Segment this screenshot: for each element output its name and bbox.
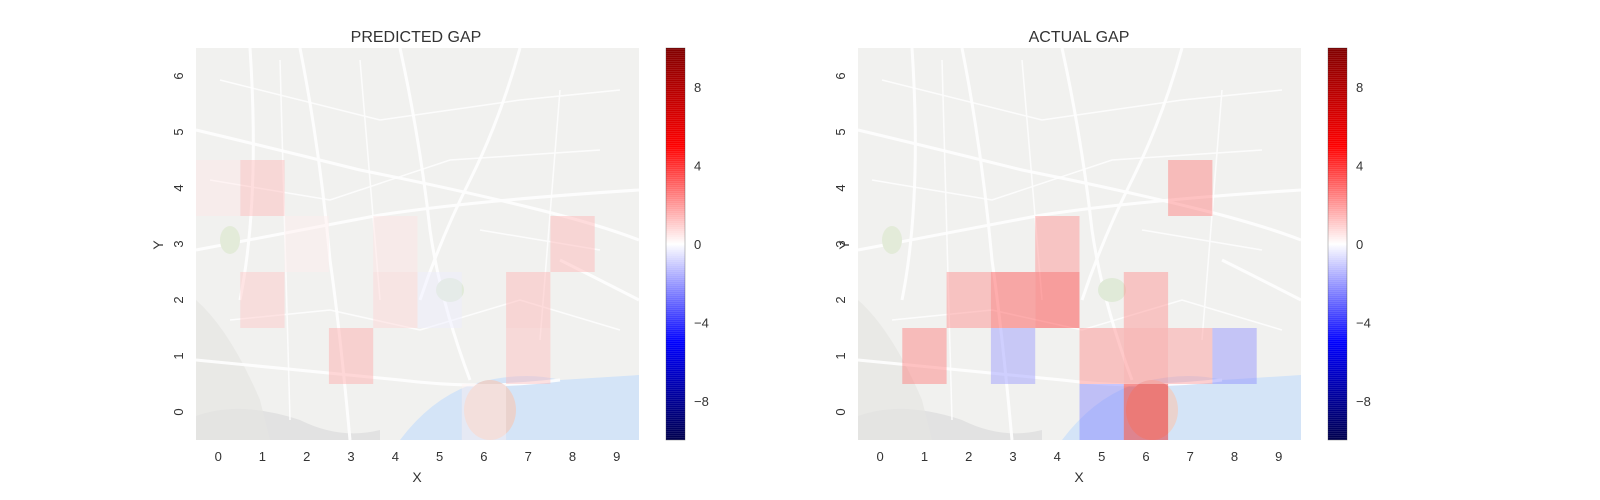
- heatmap-cell: [1123, 272, 1169, 328]
- colorbar-tick-label: 4: [694, 159, 701, 174]
- colorbar-tick-labels: −8 −4 0 4 8: [694, 80, 709, 409]
- x-tick-label: 0: [215, 449, 222, 464]
- y-tick-label: 0: [833, 408, 848, 415]
- x-tick-label: 1: [259, 449, 266, 464]
- x-tick-label: 4: [392, 449, 399, 464]
- heatmap-cell: [990, 328, 1036, 384]
- panel-actual: ACTUAL GAP: [833, 29, 1371, 485]
- x-tick-label: 5: [436, 449, 443, 464]
- y-tick-labels: 0 1 2 3 4 5 6: [833, 72, 848, 415]
- x-tick-label: 1: [921, 449, 928, 464]
- x-tick-label: 9: [1275, 449, 1282, 464]
- y-tick-label: 2: [171, 296, 186, 303]
- x-tick-label: 8: [1231, 449, 1238, 464]
- x-tick-label: 7: [525, 449, 532, 464]
- heatmap-cell: [550, 216, 595, 272]
- y-tick-label: 6: [171, 72, 186, 79]
- y-tick-label: 1: [171, 352, 186, 359]
- heatmap-cell: [240, 272, 285, 328]
- x-tick-label: 9: [613, 449, 620, 464]
- heatmap-cell: [373, 216, 418, 272]
- chart-title: ACTUAL GAP: [1029, 29, 1130, 46]
- x-tick-label: 6: [1142, 449, 1149, 464]
- heatmap-cell: [461, 384, 507, 440]
- colorbar-tick-labels: −8 −4 0 4 8: [1356, 80, 1371, 409]
- map-background: [857, 47, 1302, 441]
- heatmap-cell: [284, 216, 329, 272]
- colorbar-tick-label: 8: [694, 80, 701, 95]
- y-axis-label: Y: [836, 240, 852, 250]
- x-tick-labels: 0 1 2 3 4 5 6 7 8 9: [876, 449, 1282, 464]
- panel-predicted: PREDICTED GAP: [150, 29, 709, 485]
- heatmap-cell: [990, 272, 1036, 328]
- colorbar-tick-label: −4: [694, 315, 709, 330]
- heatmap-cell: [1168, 160, 1213, 216]
- y-tick-label: 5: [833, 128, 848, 135]
- heatmap-cell: [1123, 384, 1169, 440]
- x-tick-label: 7: [1187, 449, 1194, 464]
- colorbar-tick-label: 8: [1356, 80, 1363, 95]
- heatmap-cell: [417, 272, 462, 328]
- y-tick-label: 6: [833, 72, 848, 79]
- y-tick-label: 3: [833, 240, 848, 247]
- y-axis-label: Y: [150, 240, 166, 250]
- heatmap-cell: [328, 328, 374, 384]
- x-tick-label: 6: [480, 449, 487, 464]
- colorbar-tick-label: −8: [694, 394, 709, 409]
- x-tick-label: 2: [965, 449, 972, 464]
- y-tick-label: 1: [833, 352, 848, 359]
- x-tick-label: 2: [303, 449, 310, 464]
- heatmap-cell: [946, 272, 991, 328]
- heatmap-cell: [1035, 272, 1080, 328]
- x-tick-label: 3: [347, 449, 354, 464]
- heatmap-cells: [196, 160, 595, 440]
- colorbar-tick-label: 0: [1356, 237, 1363, 252]
- y-tick-label: 3: [171, 240, 186, 247]
- heatmap-cell: [1079, 328, 1124, 384]
- x-tick-label: 8: [569, 449, 576, 464]
- x-axis-label: X: [412, 469, 422, 485]
- y-tick-label: 4: [833, 184, 848, 191]
- heatmap-cell: [902, 328, 947, 384]
- x-tick-label: 4: [1054, 449, 1061, 464]
- x-axis-label: X: [1074, 469, 1084, 485]
- heatmap-cell: [1168, 328, 1213, 384]
- colorbar: [1327, 47, 1348, 441]
- y-tick-labels: 0 1 2 3 4 5 6: [171, 72, 186, 415]
- heatmap-cell: [373, 272, 418, 328]
- x-tick-label: 5: [1098, 449, 1105, 464]
- y-tick-label: 5: [171, 128, 186, 135]
- x-tick-labels: 0 1 2 3 4 5 6 7 8 9: [215, 449, 621, 464]
- heatmap-cell: [506, 328, 551, 384]
- x-tick-label: 0: [876, 449, 883, 464]
- y-tick-label: 4: [171, 184, 186, 191]
- heatmap-cell: [1035, 216, 1080, 272]
- colorbar-tick-label: −4: [1356, 315, 1371, 330]
- colorbar-tick-label: 0: [694, 237, 701, 252]
- heatmap-cell: [506, 272, 551, 328]
- colorbar-tick-label: −8: [1356, 394, 1371, 409]
- chart-title: PREDICTED GAP: [351, 29, 482, 46]
- heatmap-cell: [240, 160, 285, 216]
- y-tick-label: 2: [833, 296, 848, 303]
- heatmap-cell: [1123, 328, 1169, 384]
- x-tick-label: 3: [1009, 449, 1016, 464]
- colorbar: [665, 47, 686, 441]
- heatmap-cell: [1212, 328, 1257, 384]
- heatmap-cell: [196, 160, 241, 216]
- map-background: [195, 47, 640, 441]
- heatmap-cell: [1079, 384, 1124, 440]
- colorbar-tick-label: 4: [1356, 159, 1363, 174]
- y-tick-label: 0: [171, 408, 186, 415]
- heatmap-cells: [902, 160, 1257, 440]
